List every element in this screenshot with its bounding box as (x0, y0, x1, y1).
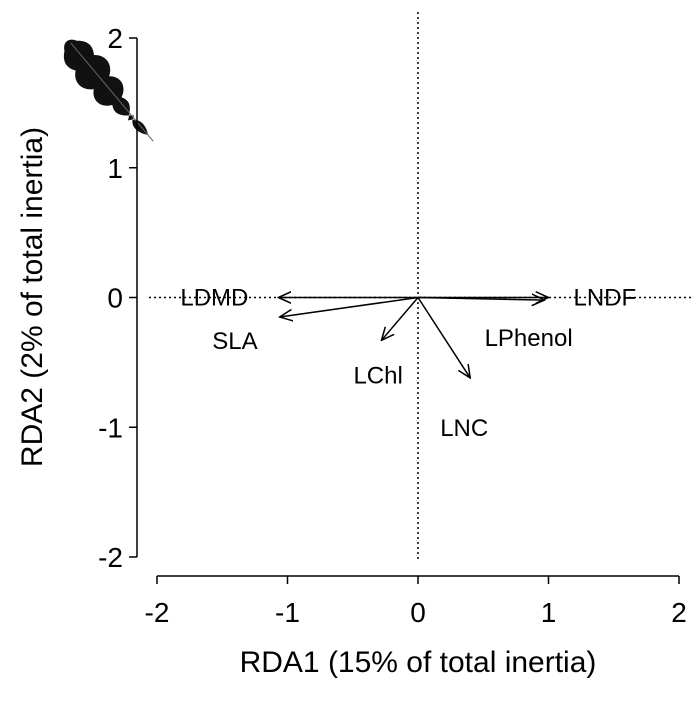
x-tick-label: 1 (541, 597, 557, 628)
vector-label: LPhenol (485, 325, 573, 352)
y-tick-label: 2 (107, 23, 123, 54)
vector-label: LChl (353, 362, 402, 389)
x-tick-label: 0 (410, 597, 426, 628)
vector-arrow (417, 297, 470, 378)
x-tick-label: -1 (275, 597, 300, 628)
y-tick-label: -2 (98, 542, 123, 573)
vector-label: LNDF (574, 285, 637, 312)
y-tick-label: 0 (107, 283, 123, 314)
x-axis-label: RDA1 (15% of total inertia) (240, 646, 597, 679)
x-tick-label: -2 (145, 597, 170, 628)
vector-label: LNC (440, 415, 488, 442)
vector-arrow (381, 297, 419, 341)
vector-arrow (280, 296, 419, 317)
x-tick-label: 2 (671, 597, 687, 628)
leaf-icon (63, 39, 154, 142)
y-tick-label: 1 (107, 153, 123, 184)
vector-label: SLA (212, 328, 257, 355)
y-axis-label: RDA2 (2% of total inertia) (16, 127, 49, 467)
vector-label: LDMD (180, 285, 248, 312)
y-tick-label: -1 (98, 412, 123, 443)
vector-arrow (417, 298, 545, 301)
